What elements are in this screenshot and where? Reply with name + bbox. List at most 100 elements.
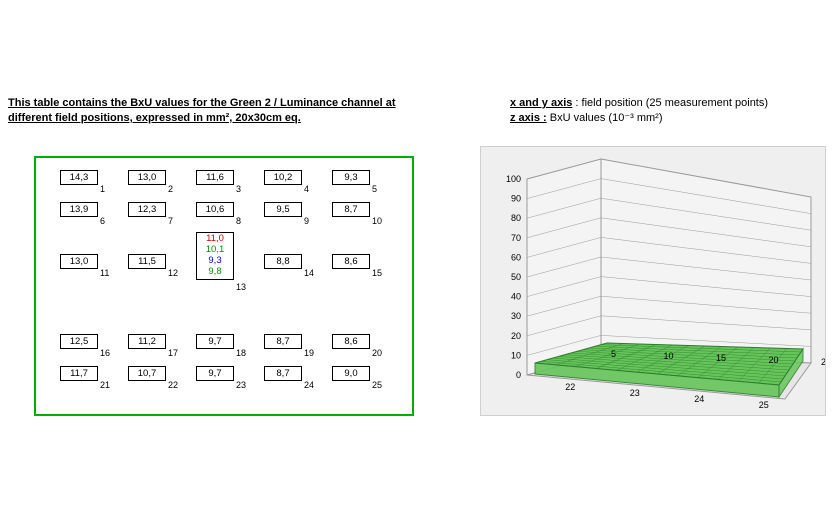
svg-text:5: 5 <box>611 349 616 359</box>
value-box: 9,7 <box>196 334 234 349</box>
value-box: 8,8 <box>264 254 302 269</box>
left-title: This table contains the BxU values for t… <box>8 96 428 126</box>
value-box: 9,5 <box>264 202 302 217</box>
cell-index: 16 <box>100 348 110 358</box>
axis-caption-z-label: z axis : <box>510 112 547 124</box>
grid-cell: 11,63 <box>196 170 234 185</box>
cell-index: 22 <box>168 380 178 390</box>
value-box: 11,2 <box>128 334 166 349</box>
right-caption-block: x and y axis : field position (25 measur… <box>510 96 830 126</box>
grid-cell: 8,615 <box>332 254 370 269</box>
svg-text:100: 100 <box>506 174 521 184</box>
cell-index: 10 <box>372 216 382 226</box>
cell-index: 21 <box>100 380 110 390</box>
value-box: 13,0 <box>60 254 98 269</box>
grid-cell: 8,724 <box>264 366 302 381</box>
axis-caption-line1: x and y axis : field position (25 measur… <box>510 96 830 111</box>
cell-index: 14 <box>304 268 314 278</box>
grid-cell: 9,59 <box>264 202 302 217</box>
cell-index: 4 <box>304 184 309 194</box>
value-box: 13,9 <box>60 202 98 217</box>
value-box: 11,010,19,39,8 <box>196 232 234 280</box>
value-box: 13,0 <box>128 170 166 185</box>
svg-text:10: 10 <box>511 350 521 360</box>
axis-caption-z-text: BxU values (10⁻³ mm²) <box>547 112 663 124</box>
cell-index: 2 <box>168 184 173 194</box>
value-box: 9,7 <box>196 366 234 381</box>
value-box: 8,6 <box>332 254 370 269</box>
svg-text:15: 15 <box>716 353 726 363</box>
measurement-grid: 14,3113,0211,6310,249,3513,9612,3710,689… <box>34 156 414 416</box>
cell-index: 15 <box>372 268 382 278</box>
cell-index: 17 <box>168 348 178 358</box>
svg-text:10: 10 <box>664 351 674 361</box>
grid-cell: 11,010,19,39,813 <box>196 232 234 280</box>
cell-index: 20 <box>372 348 382 358</box>
cell-index: 7 <box>168 216 173 226</box>
cell-index: 19 <box>304 348 314 358</box>
cell-index: 9 <box>304 216 309 226</box>
cell-index: 24 <box>304 380 314 390</box>
value-box: 8,7 <box>264 334 302 349</box>
cell-index: 1 <box>100 184 105 194</box>
grid-cell: 13,96 <box>60 202 98 217</box>
svg-text:40: 40 <box>511 292 521 302</box>
grid-cell: 12,37 <box>128 202 166 217</box>
svg-text:22: 22 <box>565 382 575 392</box>
axis-caption-xy-label: x and y axis <box>510 97 572 109</box>
svg-text:50: 50 <box>511 272 521 282</box>
value-box: 8,7 <box>264 366 302 381</box>
value-box: 10,6 <box>196 202 234 217</box>
grid-cell: 11,721 <box>60 366 98 381</box>
grid-cell: 9,35 <box>332 170 370 185</box>
svg-text:24: 24 <box>694 394 704 404</box>
cell-index: 12 <box>168 268 178 278</box>
grid-cell: 14,31 <box>60 170 98 185</box>
svg-text:90: 90 <box>511 194 521 204</box>
cell-index: 13 <box>236 282 246 292</box>
cell-index: 8 <box>236 216 241 226</box>
cell-index: 23 <box>236 380 246 390</box>
left-title-block: This table contains the BxU values for t… <box>8 96 428 126</box>
grid-cell: 13,011 <box>60 254 98 269</box>
cell-index: 18 <box>236 348 246 358</box>
surface-chart: 010203040506070809010051015202522232425 <box>480 146 826 416</box>
grid-cell: 8,719 <box>264 334 302 349</box>
value-box: 14,3 <box>60 170 98 185</box>
svg-text:70: 70 <box>511 233 521 243</box>
value-box: 11,6 <box>196 170 234 185</box>
value-box: 9,3 <box>332 170 370 185</box>
value-box: 11,7 <box>60 366 98 381</box>
grid-cell: 13,02 <box>128 170 166 185</box>
svg-text:0: 0 <box>516 370 521 380</box>
grid-cell: 10,68 <box>196 202 234 217</box>
value-box: 8,6 <box>332 334 370 349</box>
svg-text:20: 20 <box>511 331 521 341</box>
svg-text:23: 23 <box>630 388 640 398</box>
grid-cell: 10,24 <box>264 170 302 185</box>
grid-cell: 10,722 <box>128 366 166 381</box>
cell-index: 11 <box>100 268 109 278</box>
axis-caption-line2: z axis : BxU values (10⁻³ mm²) <box>510 111 830 126</box>
value-box: 8,7 <box>332 202 370 217</box>
value-box: 11,5 <box>128 254 166 269</box>
svg-text:25: 25 <box>821 357 825 367</box>
value-box: 9,0 <box>332 366 370 381</box>
cell-index: 5 <box>372 184 377 194</box>
grid-cell: 11,512 <box>128 254 166 269</box>
cell-index: 3 <box>236 184 241 194</box>
svg-text:80: 80 <box>511 213 521 223</box>
value-box: 10,7 <box>128 366 166 381</box>
axis-caption-xy-text: : field position (25 measurement points) <box>572 97 768 109</box>
grid-cell: 12,516 <box>60 334 98 349</box>
svg-text:20: 20 <box>769 355 779 365</box>
value-box: 12,3 <box>128 202 166 217</box>
grid-cell: 9,723 <box>196 366 234 381</box>
grid-cell: 8,710 <box>332 202 370 217</box>
cell-index: 6 <box>100 216 105 226</box>
grid-cell: 8,814 <box>264 254 302 269</box>
svg-text:30: 30 <box>511 311 521 321</box>
value-box: 10,2 <box>264 170 302 185</box>
cell-index: 25 <box>372 380 382 390</box>
svg-text:60: 60 <box>511 252 521 262</box>
